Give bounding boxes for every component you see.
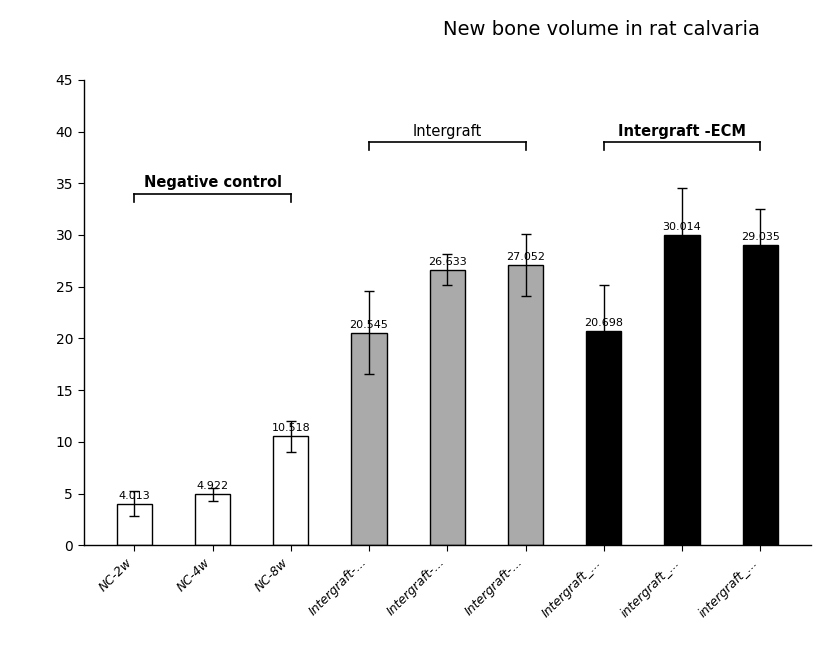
Bar [665,235,700,545]
Bar [430,270,465,545]
Bar [273,436,308,545]
Text: Intergraft -ECM: Intergraft -ECM [618,124,746,139]
Bar [195,494,230,545]
Text: 26.633: 26.633 [428,257,466,267]
Text: 29.035: 29.035 [741,232,780,242]
Text: 20.545: 20.545 [349,320,389,330]
Text: Intergraft: Intergraft [413,124,482,139]
Text: Negative control: Negative control [144,176,282,190]
Bar [586,331,621,545]
Text: 4.922: 4.922 [196,481,228,491]
Text: 10.518: 10.518 [272,424,310,434]
Text: 27.052: 27.052 [506,252,545,263]
Bar [351,332,386,545]
Bar [117,504,152,545]
Text: New bone volume in rat calvaria: New bone volume in rat calvaria [443,20,761,39]
Text: 20.698: 20.698 [584,318,624,328]
Bar [508,265,543,545]
Bar [742,245,777,545]
Text: 30.014: 30.014 [663,221,701,231]
Text: 4.013: 4.013 [119,491,150,501]
